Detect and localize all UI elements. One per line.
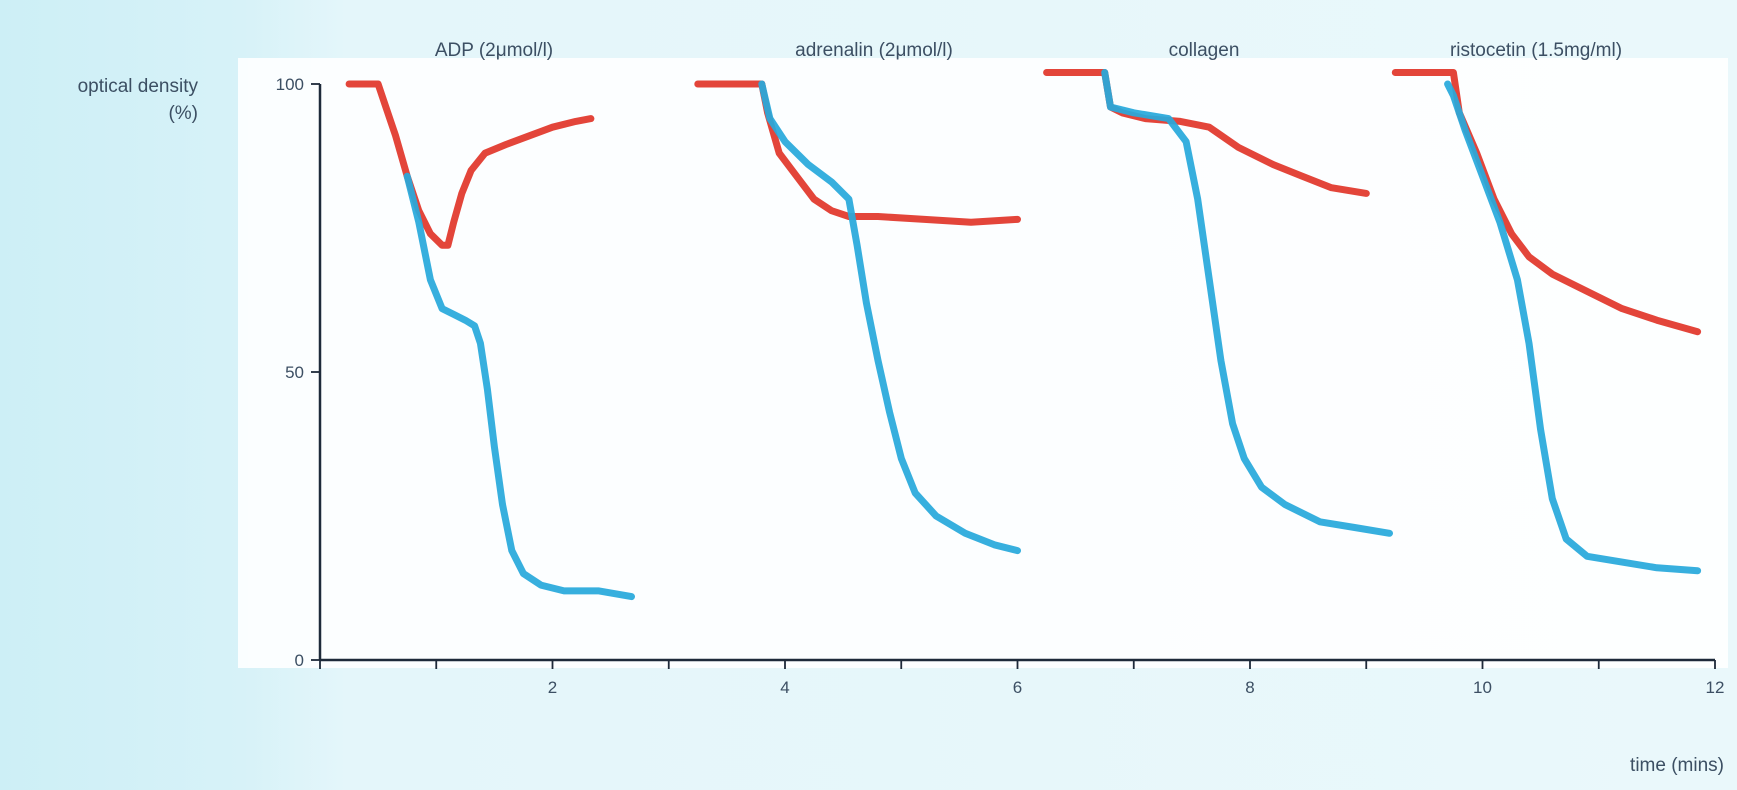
- trace-panel2-blue: [758, 80, 1021, 555]
- x-axis-title: time (mins): [1630, 755, 1724, 776]
- x-tick-label: 12: [1706, 678, 1725, 697]
- x-tick-label: 2: [548, 678, 557, 697]
- trace-panel4-blue: [1444, 80, 1702, 575]
- y-tick-label: 0: [295, 651, 304, 670]
- y-axis-title-line2: (%): [168, 103, 198, 124]
- trace-panel1-blue: [403, 172, 635, 601]
- x-tick-label: 10: [1473, 678, 1492, 697]
- trace-panel1-red: [345, 80, 595, 249]
- panel-label-adrenalin: adrenalin (2μmol/l): [795, 40, 953, 61]
- plot-background: [238, 58, 1728, 668]
- x-tick-label: 4: [780, 678, 789, 697]
- axes-group: 2 4 6 8 10 12 0 50 100: [276, 75, 1725, 697]
- panel-label-adp: ADP (2μmol/l): [435, 40, 553, 61]
- x-tick-label: 8: [1245, 678, 1254, 697]
- traces-group: [345, 69, 1702, 601]
- y-axis-title-line1: optical density: [78, 76, 199, 97]
- y-tick-label: 50: [285, 363, 304, 382]
- panel-label-collagen: collagen: [1169, 40, 1240, 61]
- x-tick-label: 6: [1013, 678, 1022, 697]
- trace-panel3-blue: [1101, 69, 1393, 537]
- y-tick-label: 100: [276, 75, 304, 94]
- panel-label-ristocetin: ristocetin (1.5mg/ml): [1450, 40, 1622, 61]
